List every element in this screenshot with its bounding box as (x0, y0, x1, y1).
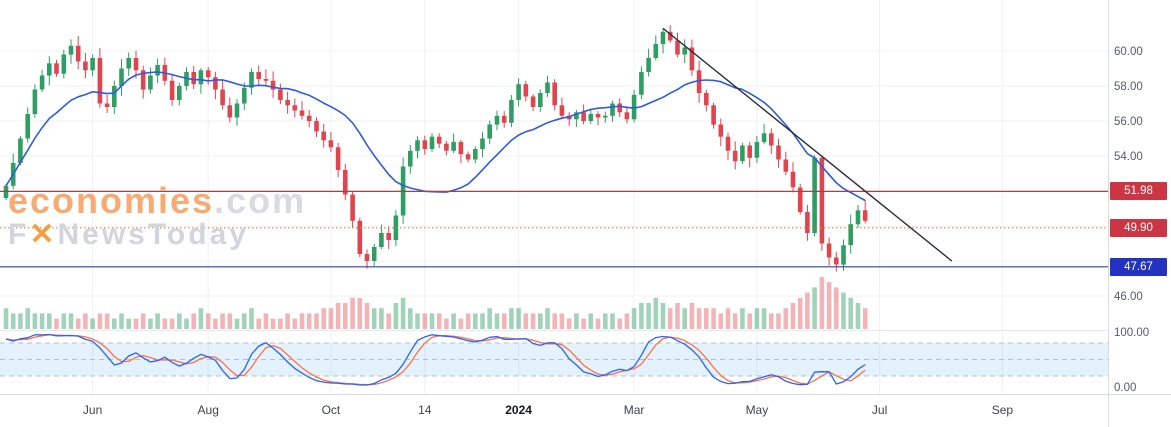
svg-text:Jul: Jul (872, 403, 887, 417)
price-line-badge: 51.98 (1110, 182, 1167, 201)
svg-text:Aug: Aug (198, 403, 219, 417)
price-line-badge: 49.90 (1110, 218, 1167, 237)
price-line-badge: 47.67 (1110, 257, 1167, 276)
svg-text:56.00: 56.00 (1114, 116, 1143, 128)
svg-text:54.00: 54.00 (1114, 151, 1143, 163)
svg-text:0.00: 0.00 (1114, 382, 1136, 394)
svg-text:2024: 2024 (505, 403, 532, 417)
svg-text:100.00: 100.00 (1114, 327, 1149, 339)
svg-text:Mar: Mar (624, 403, 645, 417)
svg-text:46.00: 46.00 (1114, 291, 1143, 303)
svg-text:Oct: Oct (322, 403, 341, 417)
svg-text:Sep: Sep (992, 403, 1014, 417)
svg-text:58.00: 58.00 (1114, 81, 1143, 93)
svg-text:Jun: Jun (83, 403, 102, 417)
svg-text:14: 14 (418, 403, 432, 417)
svg-text:60.00: 60.00 (1114, 46, 1143, 58)
svg-text:May: May (746, 403, 769, 417)
